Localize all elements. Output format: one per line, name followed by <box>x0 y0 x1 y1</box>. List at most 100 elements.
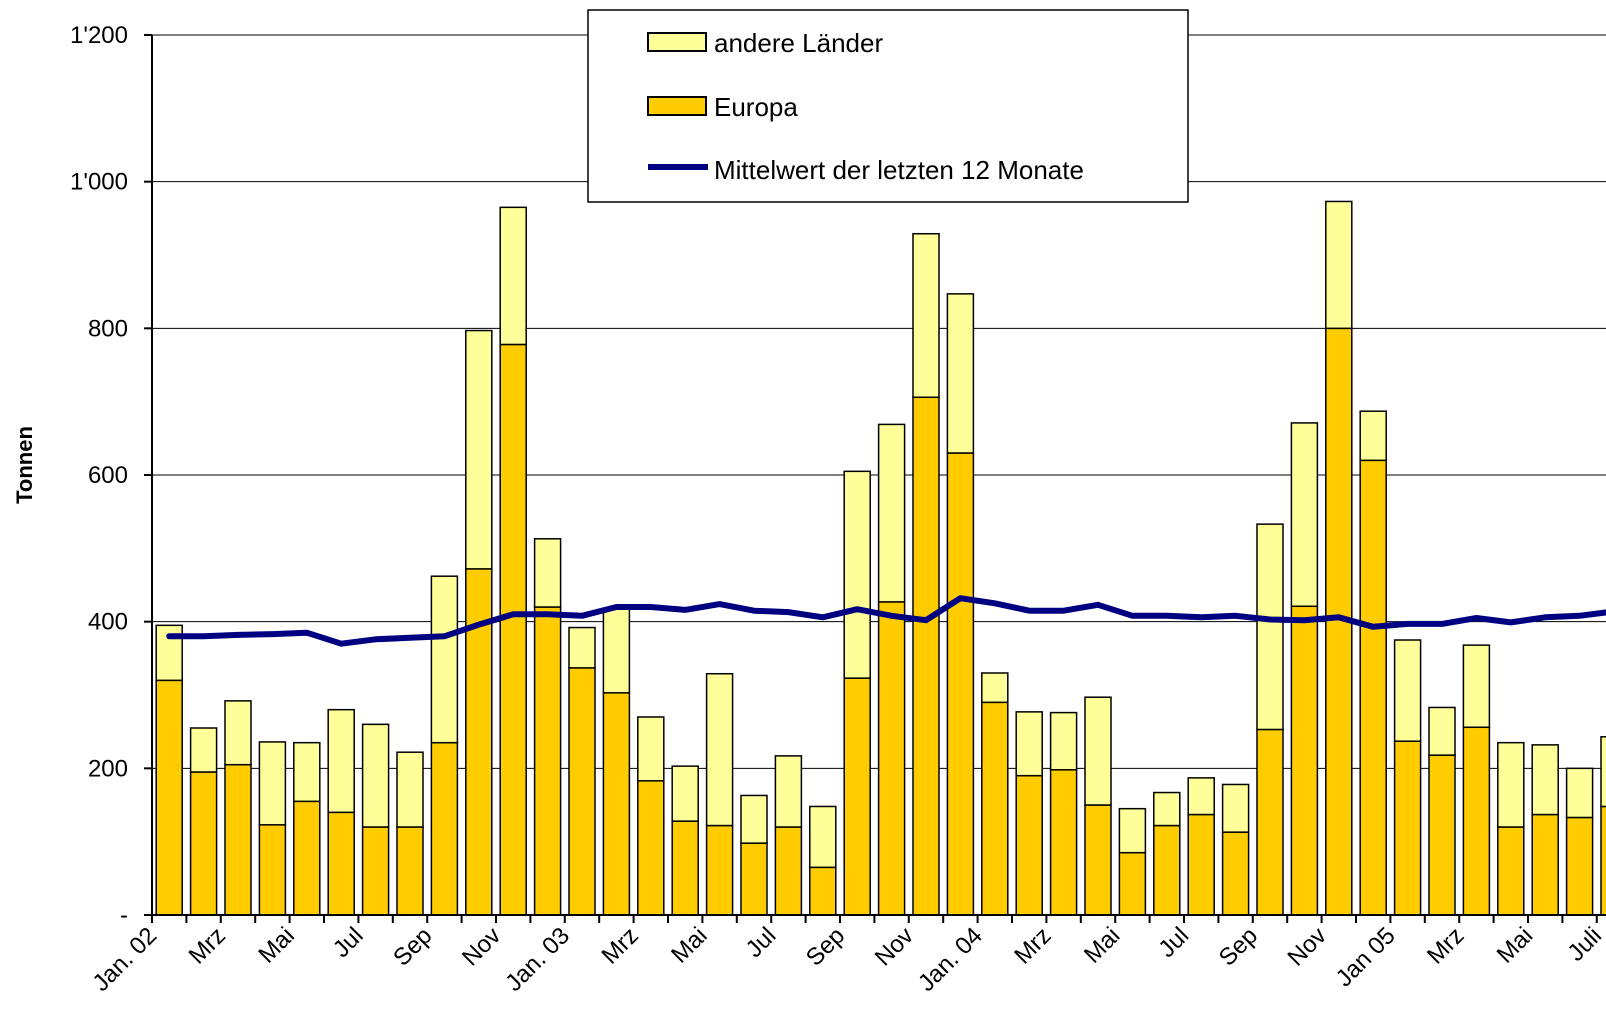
bar-andere-laender <box>637 716 665 782</box>
bar-andere-laender <box>705 672 734 827</box>
x-tick-label: Jul <box>1153 922 1194 963</box>
bar-europa <box>1359 459 1387 916</box>
bar-europa <box>499 343 527 916</box>
x-tick-label: Mrz <box>1422 922 1469 969</box>
bar-andere-laender <box>1531 744 1559 816</box>
line-mittelwert <box>166 595 1606 647</box>
x-tick-label: Jan. 03 <box>500 922 575 997</box>
bar-europa <box>1084 804 1112 916</box>
bar-europa <box>637 780 665 916</box>
bar-andere-laender <box>843 470 871 679</box>
bar-europa <box>774 826 803 916</box>
bar-andere-laender <box>1565 767 1594 819</box>
bar-europa <box>327 811 355 916</box>
bar-europa <box>1497 826 1525 916</box>
y-tick-label: 800 <box>88 315 128 342</box>
bar-andere-laender <box>912 232 940 399</box>
bar-europa <box>1565 816 1594 916</box>
bar-andere-laender <box>981 672 1009 704</box>
bar-andere-laender <box>1049 711 1078 771</box>
bar-europa <box>396 826 424 916</box>
x-tick-label: Mai <box>1492 922 1538 968</box>
bar-europa <box>602 692 631 916</box>
bar-europa <box>1428 754 1456 916</box>
legend-swatch-europa <box>647 96 707 116</box>
bar-europa <box>1531 813 1559 916</box>
legend-swatch-andere <box>647 32 707 52</box>
bar-europa <box>1153 824 1181 916</box>
bar-andere-laender <box>1497 741 1525 828</box>
bar-andere-laender <box>361 723 390 828</box>
bar-andere-laender <box>1428 706 1456 756</box>
legend-label-andere: andere Länder <box>714 28 883 58</box>
x-tick-label: Sep <box>1214 922 1263 971</box>
x-tick-label: Nov <box>870 922 919 971</box>
x-tick-label: Juli <box>1562 922 1606 967</box>
bar-andere-laender <box>1118 807 1147 854</box>
x-tick-label: Sep <box>801 922 850 971</box>
x-tick-label: Jan. 04 <box>913 922 988 997</box>
x-tick-label: Mrz <box>596 922 643 969</box>
bar-europa <box>224 763 252 916</box>
bar-andere-laender <box>1393 639 1422 742</box>
bar-europa <box>1187 813 1215 916</box>
bar-andere-laender <box>1221 783 1250 833</box>
y-tick-label: 400 <box>88 609 128 636</box>
bar-andere-laender <box>293 741 321 803</box>
y-tick-label: 1'000 <box>70 169 128 196</box>
average-line-group <box>166 595 1606 647</box>
x-tick-label: Jan. 02 <box>87 922 162 997</box>
bar-europa <box>1256 728 1284 916</box>
bar-europa <box>1393 740 1422 916</box>
bar-andere-laender <box>877 423 906 603</box>
y-tick-label: - <box>120 902 128 929</box>
bar-andere-laender <box>1600 736 1606 808</box>
bar-europa <box>361 826 390 916</box>
bar-andere-laender <box>740 794 768 844</box>
legend: andere Länder Europa Mittelwert der letz… <box>587 9 1189 203</box>
bar-andere-laender <box>327 708 355 814</box>
legend-label-europa: Europa <box>714 92 798 122</box>
bar-andere-laender <box>499 206 527 346</box>
bars <box>155 200 1606 916</box>
bar-europa <box>155 679 183 916</box>
bar-andere-laender <box>1153 791 1181 827</box>
bar-europa <box>189 771 218 916</box>
bar-andere-laender <box>1256 523 1284 731</box>
x-tick-label: Mrz <box>1009 922 1056 969</box>
bar-europa <box>1221 831 1250 916</box>
x-tick-label: Jul <box>741 922 782 963</box>
bar-andere-laender <box>1084 696 1112 806</box>
y-tick-label: 600 <box>88 462 128 489</box>
bar-andere-laender <box>430 575 459 744</box>
bar-andere-laender <box>258 741 287 826</box>
x-tick-label: Jul <box>328 922 369 963</box>
bar-europa <box>671 820 699 916</box>
bar-europa <box>430 741 459 916</box>
bar-europa <box>981 701 1009 916</box>
bar-andere-laender <box>465 329 493 570</box>
bar-andere-laender <box>568 626 596 669</box>
y-tick-label: 200 <box>88 755 128 782</box>
bar-europa <box>877 601 906 916</box>
bar-europa <box>740 842 768 916</box>
bar-andere-laender <box>224 700 252 766</box>
bar-europa <box>843 677 871 916</box>
bar-europa <box>293 800 321 916</box>
x-tick-label: Nov <box>1283 922 1332 971</box>
bar-europa <box>1118 851 1147 916</box>
bar-andere-laender <box>1359 410 1387 462</box>
bar-europa <box>1600 805 1606 916</box>
bar-europa <box>912 396 940 916</box>
bar-andere-laender <box>1015 711 1043 777</box>
bar-andere-laender <box>1325 200 1353 330</box>
x-tick-label: Mai <box>666 922 712 968</box>
bar-andere-laender <box>533 538 562 608</box>
x-tick-labels: Jan. 02 Mrz Mai Jul Sep Nov Jan. 03 Mrz Mai Jul Se… <box>87 922 1606 997</box>
bar-europa <box>946 452 975 916</box>
y-axis-title: Tonnen <box>12 426 37 504</box>
bar-andere-laender <box>602 607 631 694</box>
bar-europa <box>1015 774 1043 916</box>
x-tick-label: Mrz <box>184 922 231 969</box>
bar-andere-laender <box>396 751 424 828</box>
